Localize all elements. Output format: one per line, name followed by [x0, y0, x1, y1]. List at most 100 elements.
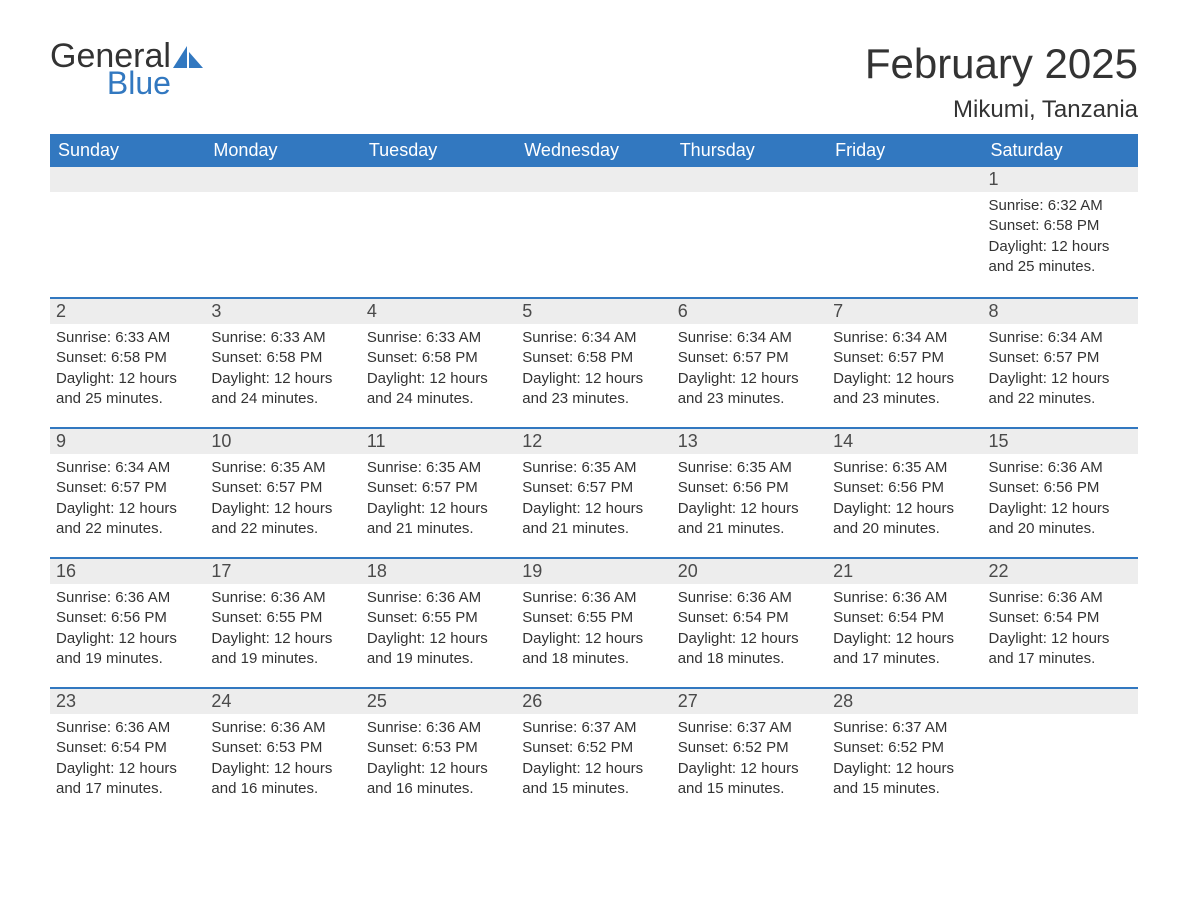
calendar-day-cell: 3Sunrise: 6:33 AMSunset: 6:58 PMDaylight…: [205, 297, 360, 427]
daylight-text: Daylight: 12 hours and 15 minutes.: [522, 759, 665, 800]
calendar-day-cell: [516, 167, 671, 297]
sunset-text: Sunset: 6:52 PM: [833, 738, 976, 758]
calendar-week-row: 1Sunrise: 6:32 AMSunset: 6:58 PMDaylight…: [50, 167, 1138, 297]
calendar-day-cell: 18Sunrise: 6:36 AMSunset: 6:55 PMDayligh…: [361, 557, 516, 687]
day-details: Sunrise: 6:33 AMSunset: 6:58 PMDaylight:…: [50, 324, 205, 419]
day-details: Sunrise: 6:34 AMSunset: 6:57 PMDaylight:…: [827, 324, 982, 419]
calendar-day-cell: 20Sunrise: 6:36 AMSunset: 6:54 PMDayligh…: [672, 557, 827, 687]
calendar-day-cell: 15 Sunrise: 6:36 AMSunset: 6:56 PMDayligh…: [983, 427, 1138, 557]
day-number: 10: [205, 427, 360, 454]
day-details: Sunrise: 6:36 AMSunset: 6:54 PMDaylight:…: [983, 584, 1138, 679]
sunset-text: Sunset: 6:57 PM: [211, 478, 354, 498]
calendar-day-cell: 11Sunrise: 6:35 AMSunset: 6:57 PMDayligh…: [361, 427, 516, 557]
calendar-day-cell: [50, 167, 205, 297]
sunset-text: Sunset: 6:52 PM: [522, 738, 665, 758]
sunrise-text: Sunrise: 6:36 AM: [56, 718, 199, 738]
day-details: Sunrise: 6:35 AMSunset: 6:57 PMDaylight:…: [361, 454, 516, 549]
daylight-text: Daylight: 12 hours and 19 minutes.: [56, 629, 199, 670]
sunrise-text: Sunrise: 6:34 AM: [833, 328, 976, 348]
calendar-day-cell: [361, 167, 516, 297]
calendar-week-row: 16Sunrise: 6:36 AMSunset: 6:56 PMDayligh…: [50, 557, 1138, 687]
day-details: Sunrise: 6:33 AMSunset: 6:58 PMDaylight:…: [361, 324, 516, 419]
day-number: 24: [205, 687, 360, 714]
daylight-text: Daylight: 12 hours and 22 minutes.: [56, 499, 199, 540]
daylight-text: Daylight: 12 hours and 20 minutes.: [833, 499, 976, 540]
calendar-day-cell: 28Sunrise: 6:37 AMSunset: 6:52 PMDayligh…: [827, 687, 982, 817]
sunrise-text: Sunrise: 6:35 AM: [522, 458, 665, 478]
day-number: 2: [50, 297, 205, 324]
daylight-text: Daylight: 12 hours and 20 minutes.: [989, 499, 1132, 540]
day-number-bar: [827, 167, 982, 192]
day-number: 14: [827, 427, 982, 454]
day-number: 21: [827, 557, 982, 584]
sunrise-text: Sunrise: 6:32 AM: [989, 196, 1132, 216]
weekday-header: Thursday: [672, 134, 827, 167]
sunrise-text: Sunrise: 6:36 AM: [522, 588, 665, 608]
day-number: 1: [983, 167, 1138, 192]
calendar-day-cell: [672, 167, 827, 297]
day-number: 4: [361, 297, 516, 324]
sunset-text: Sunset: 6:57 PM: [56, 478, 199, 498]
day-number: 19: [516, 557, 671, 584]
sunset-text: Sunset: 6:54 PM: [833, 608, 976, 628]
calendar-day-cell: 17Sunrise: 6:36 AMSunset: 6:55 PMDayligh…: [205, 557, 360, 687]
sunrise-text: Sunrise: 6:33 AM: [367, 328, 510, 348]
daylight-text: Daylight: 12 hours and 24 minutes.: [211, 369, 354, 410]
day-details: Sunrise: 6:36 AMSunset: 6:55 PMDaylight:…: [205, 584, 360, 679]
weekday-header: Monday: [205, 134, 360, 167]
day-number: 13: [672, 427, 827, 454]
day-number-bar: [672, 167, 827, 192]
calendar-day-cell: 7Sunrise: 6:34 AMSunset: 6:57 PMDaylight…: [827, 297, 982, 427]
sunset-text: Sunset: 6:58 PM: [367, 348, 510, 368]
weekday-header: Wednesday: [516, 134, 671, 167]
daylight-text: Daylight: 12 hours and 16 minutes.: [367, 759, 510, 800]
day-number: 6: [672, 297, 827, 324]
sunset-text: Sunset: 6:57 PM: [522, 478, 665, 498]
daylight-text: Daylight: 12 hours and 16 minutes.: [211, 759, 354, 800]
day-details: Sunrise: 6:36 AMSunset: 6:55 PMDaylight:…: [516, 584, 671, 679]
calendar-day-cell: 26Sunrise: 6:37 AMSunset: 6:52 PMDayligh…: [516, 687, 671, 817]
sunset-text: Sunset: 6:57 PM: [833, 348, 976, 368]
page-header: General Blue February 2025 Mikumi, Tanza…: [50, 40, 1138, 124]
day-details: Sunrise: 6:32 AMSunset: 6:58 PMDaylight:…: [983, 192, 1138, 287]
sunset-text: Sunset: 6:57 PM: [678, 348, 821, 368]
sunrise-text: Sunrise: 6:35 AM: [678, 458, 821, 478]
daylight-text: Daylight: 12 hours and 18 minutes.: [522, 629, 665, 670]
sunrise-text: Sunrise: 6:34 AM: [522, 328, 665, 348]
day-number: 25: [361, 687, 516, 714]
day-details: Sunrise: 6:34 AMSunset: 6:58 PMDaylight:…: [516, 324, 671, 419]
calendar-day-cell: 19Sunrise: 6:36 AMSunset: 6:55 PMDayligh…: [516, 557, 671, 687]
daylight-text: Daylight: 12 hours and 25 minutes.: [56, 369, 199, 410]
day-details: Sunrise: 6:37 AMSunset: 6:52 PMDaylight:…: [827, 714, 982, 809]
sunrise-text: Sunrise: 6:35 AM: [833, 458, 976, 478]
sunrise-text: Sunrise: 6:36 AM: [211, 718, 354, 738]
sunset-text: Sunset: 6:56 PM: [833, 478, 976, 498]
calendar-day-cell: 5Sunrise: 6:34 AMSunset: 6:58 PMDaylight…: [516, 297, 671, 427]
calendar-day-cell: 16Sunrise: 6:36 AMSunset: 6:56 PMDayligh…: [50, 557, 205, 687]
day-details: Sunrise: 6:36 AMSunset: 6:55 PMDaylight:…: [361, 584, 516, 679]
calendar-day-cell: [827, 167, 982, 297]
daylight-text: Daylight: 12 hours and 21 minutes.: [678, 499, 821, 540]
brand-word2: Blue: [98, 68, 171, 98]
brand-sail-icon: [173, 46, 203, 72]
sunset-text: Sunset: 6:56 PM: [56, 608, 199, 628]
sunrise-text: Sunrise: 6:36 AM: [989, 458, 1132, 478]
day-number: 15: [983, 427, 1138, 454]
weekday-header: Tuesday: [361, 134, 516, 167]
weekday-header: Saturday: [983, 134, 1138, 167]
sunset-text: Sunset: 6:55 PM: [522, 608, 665, 628]
sunset-text: Sunset: 6:56 PM: [678, 478, 821, 498]
month-title: February 2025: [865, 40, 1138, 88]
brand-logo: General Blue: [50, 40, 203, 99]
sunset-text: Sunset: 6:55 PM: [367, 608, 510, 628]
sunset-text: Sunset: 6:56 PM: [989, 478, 1132, 498]
day-number: 3: [205, 297, 360, 324]
day-number: 20: [672, 557, 827, 584]
sunrise-text: Sunrise: 6:34 AM: [989, 328, 1132, 348]
daylight-text: Daylight: 12 hours and 19 minutes.: [367, 629, 510, 670]
sunset-text: Sunset: 6:58 PM: [56, 348, 199, 368]
sunrise-text: Sunrise: 6:35 AM: [211, 458, 354, 478]
sunset-text: Sunset: 6:54 PM: [56, 738, 199, 758]
daylight-text: Daylight: 12 hours and 23 minutes.: [522, 369, 665, 410]
sunrise-text: Sunrise: 6:36 AM: [833, 588, 976, 608]
